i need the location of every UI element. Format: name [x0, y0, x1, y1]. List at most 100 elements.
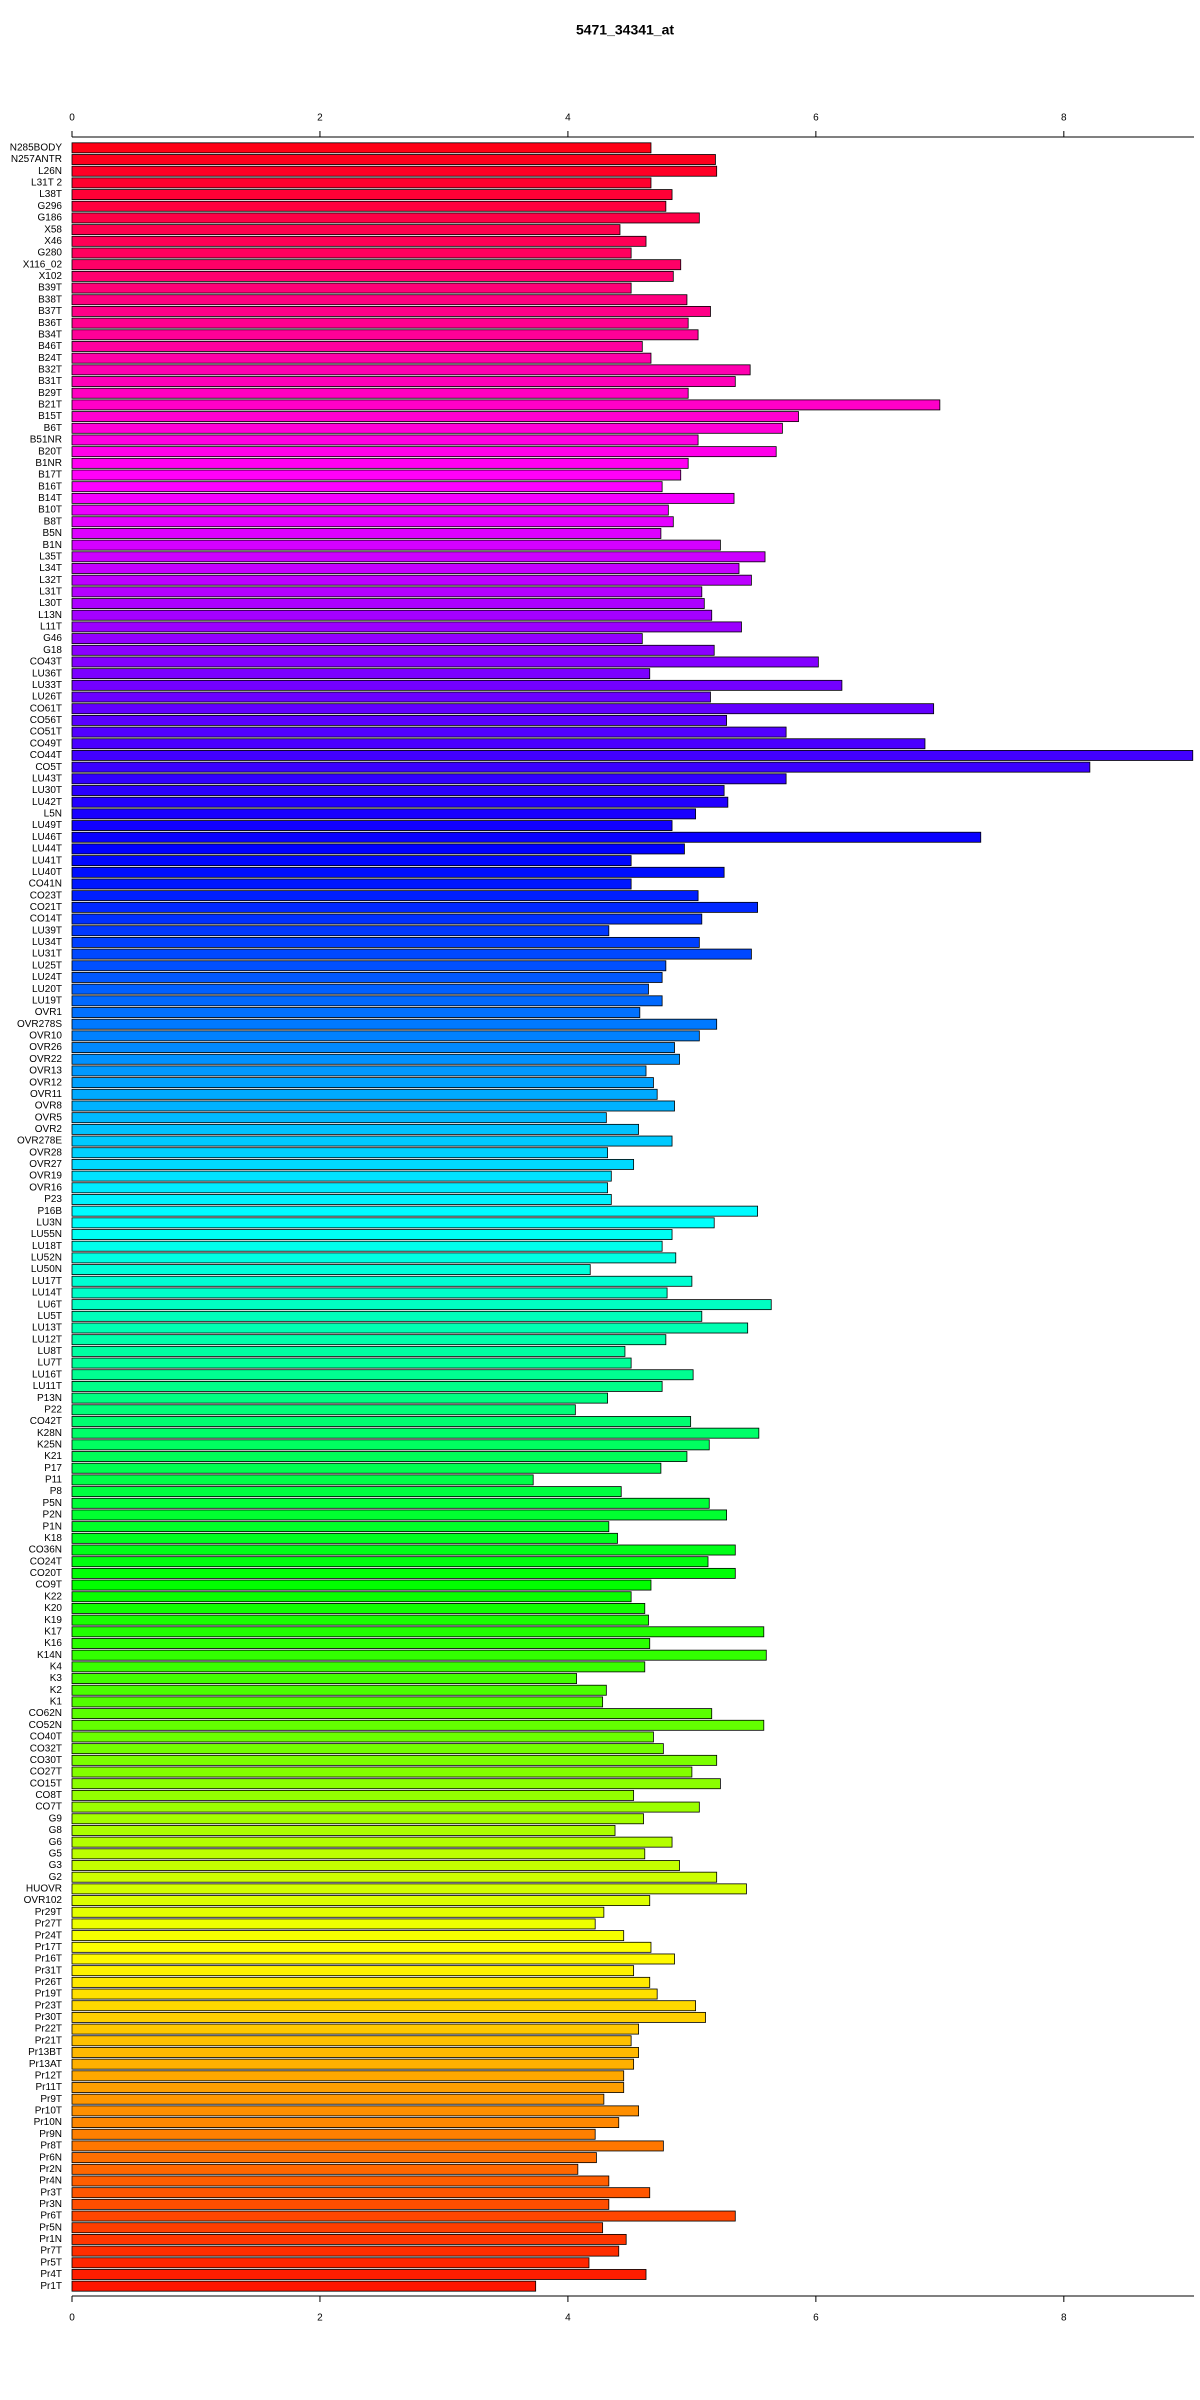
bar	[71, 1649, 767, 1661]
bar	[71, 2163, 579, 2175]
y-tick-label: LU26T	[32, 692, 62, 703]
bar	[71, 773, 787, 785]
bar	[71, 1275, 693, 1287]
bar	[71, 2245, 620, 2257]
y-tick-label: LU55N	[31, 1229, 62, 1240]
y-tick-label: CO5T	[35, 762, 62, 773]
bar	[71, 995, 663, 1007]
bar	[71, 282, 632, 294]
x-tick-label: 6	[813, 113, 819, 124]
bar	[71, 925, 610, 937]
bar	[71, 1684, 607, 1696]
bar	[71, 843, 685, 855]
y-tick-label: Pr13BT	[28, 2047, 62, 2058]
bar	[71, 259, 682, 271]
y-tick-label: LU33T	[32, 680, 62, 691]
y-tick-label: B10T	[38, 505, 62, 516]
y-tick-label: Pr26T	[35, 1977, 62, 1988]
y-tick-label: CO52N	[29, 1720, 62, 1731]
bar	[71, 2269, 647, 2280]
bar	[71, 1357, 632, 1369]
y-tick-label: P1N	[43, 1521, 62, 1532]
bar	[71, 796, 729, 808]
y-tick-label: OVR28	[29, 1147, 62, 1158]
bar	[71, 1708, 713, 1720]
y-tick-label: L32T	[39, 575, 62, 586]
bar	[71, 1871, 718, 1883]
y-tick-label: CO21T	[30, 902, 62, 913]
bar	[71, 2093, 605, 2105]
bar	[71, 1416, 692, 1427]
bar	[71, 329, 699, 341]
y-tick-label: LU44T	[32, 844, 62, 855]
y-tick-label: Pr30T	[35, 2012, 62, 2023]
bar	[71, 2257, 590, 2269]
y-tick-label: B38T	[38, 294, 62, 305]
bar	[71, 1567, 736, 1579]
bar	[71, 1825, 616, 1836]
bar	[71, 2000, 697, 2012]
bar	[71, 189, 673, 201]
bar	[71, 1614, 649, 1626]
y-tick-label: X46	[44, 236, 62, 247]
bar	[71, 598, 705, 609]
bar	[71, 154, 716, 165]
y-tick-label: OVR26	[29, 1042, 62, 1053]
bar	[71, 1953, 675, 1965]
y-tick-label: LU20T	[32, 984, 62, 995]
y-tick-label: B34T	[38, 329, 62, 340]
y-tick-label: CO24T	[30, 1556, 62, 1567]
y-tick-label: L38T	[39, 189, 62, 200]
bar	[71, 2152, 597, 2164]
bar	[71, 2233, 627, 2245]
bar	[71, 1077, 654, 1089]
y-tick-label: B32T	[38, 364, 62, 375]
bar	[71, 399, 941, 411]
y-tick-label: OVR12	[29, 1077, 62, 1088]
bar	[71, 1486, 622, 1498]
y-tick-label: Pr3T	[40, 2187, 62, 2198]
y-tick-label: CO7T	[35, 1802, 62, 1813]
bar	[71, 317, 689, 329]
y-tick-label: G8	[49, 1825, 63, 1836]
bar	[71, 1451, 688, 1462]
bar	[71, 142, 652, 154]
y-tick-label: Pr27T	[35, 1919, 62, 1930]
y-tick-label: LU52N	[31, 1253, 62, 1264]
y-tick-label: Pr5N	[39, 2222, 62, 2233]
bar	[71, 808, 697, 820]
y-tick-label: K4	[50, 1662, 63, 1673]
y-tick-label: N257ANTR	[11, 154, 62, 165]
chart-title: 5471_34341_at	[576, 22, 674, 38]
y-tick-label: K25N	[37, 1439, 62, 1450]
bar	[71, 224, 621, 236]
bar	[71, 1778, 721, 1790]
bar	[71, 1719, 765, 1731]
y-tick-label: LU40T	[32, 867, 62, 878]
bar	[71, 1053, 680, 1065]
y-tick-label: P11	[45, 1475, 62, 1486]
bar	[71, 1661, 646, 1673]
bar	[71, 878, 632, 890]
bar	[71, 352, 652, 364]
y-tick-label: L26N	[38, 166, 62, 177]
y-tick-label: B6T	[44, 423, 62, 434]
y-tick-label: L30T	[39, 598, 62, 609]
y-tick-label: LU7T	[38, 1358, 62, 1369]
bar	[71, 1381, 663, 1392]
bar	[71, 1918, 596, 1930]
bar	[71, 235, 647, 247]
y-tick-label: Pr22T	[35, 2024, 62, 2035]
y-tick-label: G5	[49, 1848, 63, 1859]
y-tick-label: LU36T	[32, 668, 62, 679]
y-tick-label: B5N	[43, 528, 62, 539]
y-tick-label: Pr9T	[40, 2094, 62, 2105]
y-tick-label: Pr16T	[35, 1954, 62, 1965]
bar	[71, 1194, 612, 1205]
y-tick-label: LU30T	[32, 785, 62, 796]
x-tick-label: 0	[69, 113, 75, 124]
bar	[71, 1883, 747, 1895]
y-tick-label: LU31T	[32, 949, 62, 960]
bar	[71, 1941, 652, 1953]
bar	[71, 1345, 626, 1357]
